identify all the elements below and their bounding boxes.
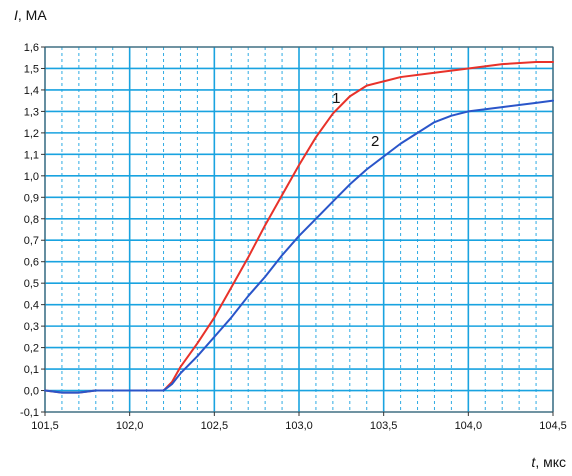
y-axis-symbol: I [14,7,18,23]
x-tick-labels: 101,5 102,0 102,5 103,0 103,5 104,0 104,5 [31,420,567,432]
y-tick-label: 1,2 [24,128,39,140]
y-tick-label: 0,4 [24,300,39,312]
y-tick-label: 0,1 [24,364,39,376]
y-tick-label: 0,6 [24,257,39,269]
y-tick-label: 0,2 [24,343,39,355]
x-tick-label: 103,5 [370,420,398,432]
y-tick-label: 1,6 [24,42,39,54]
y-tick-label: 1,0 [24,171,39,183]
x-tick-label: 102,0 [116,420,144,432]
curve-labels: 12 [332,90,379,150]
y-tick-label: 1,1 [24,149,39,161]
y-tick-label: 0,5 [24,278,39,290]
curve-label-2: 2 [371,133,379,150]
y-tick-label: 0,9 [24,192,39,204]
x-tick-label: 104,5 [539,420,567,432]
y-axis-unit: , МА [18,7,47,23]
y-axis-label: I, МА [14,7,47,23]
grid [44,46,554,413]
series-line-2 [44,99,554,394]
curve-label-1: 1 [332,90,340,107]
y-tick-label: 0,3 [24,321,39,333]
x-tick-label: 103,0 [285,420,313,432]
x-tick-label: 102,5 [201,420,229,432]
y-tick-labels: -0,1 0,0 0,1 0,2 0,3 0,4 0,5 0,6 0,7 0,8 0,9 1,0 1,1… [20,42,39,419]
y-tick-label: 1,5 [24,63,39,75]
plot-frame [41,46,554,416]
y-tick-label: 0,8 [24,214,39,226]
series-group [44,61,554,394]
y-tick-label: 1,4 [24,85,39,97]
x-axis-symbol: t [531,454,536,470]
x-axis-unit: , мкс [535,454,566,470]
y-tick-label: 1,3 [24,106,39,118]
x-axis-label: t, мкс [531,454,566,470]
x-tick-label: 101,5 [31,420,59,432]
y-tick-label: 0,0 [24,386,39,398]
y-tick-label: -0,1 [20,407,39,419]
y-tick-label: 0,7 [24,235,39,247]
x-tick-label: 104,0 [455,420,483,432]
